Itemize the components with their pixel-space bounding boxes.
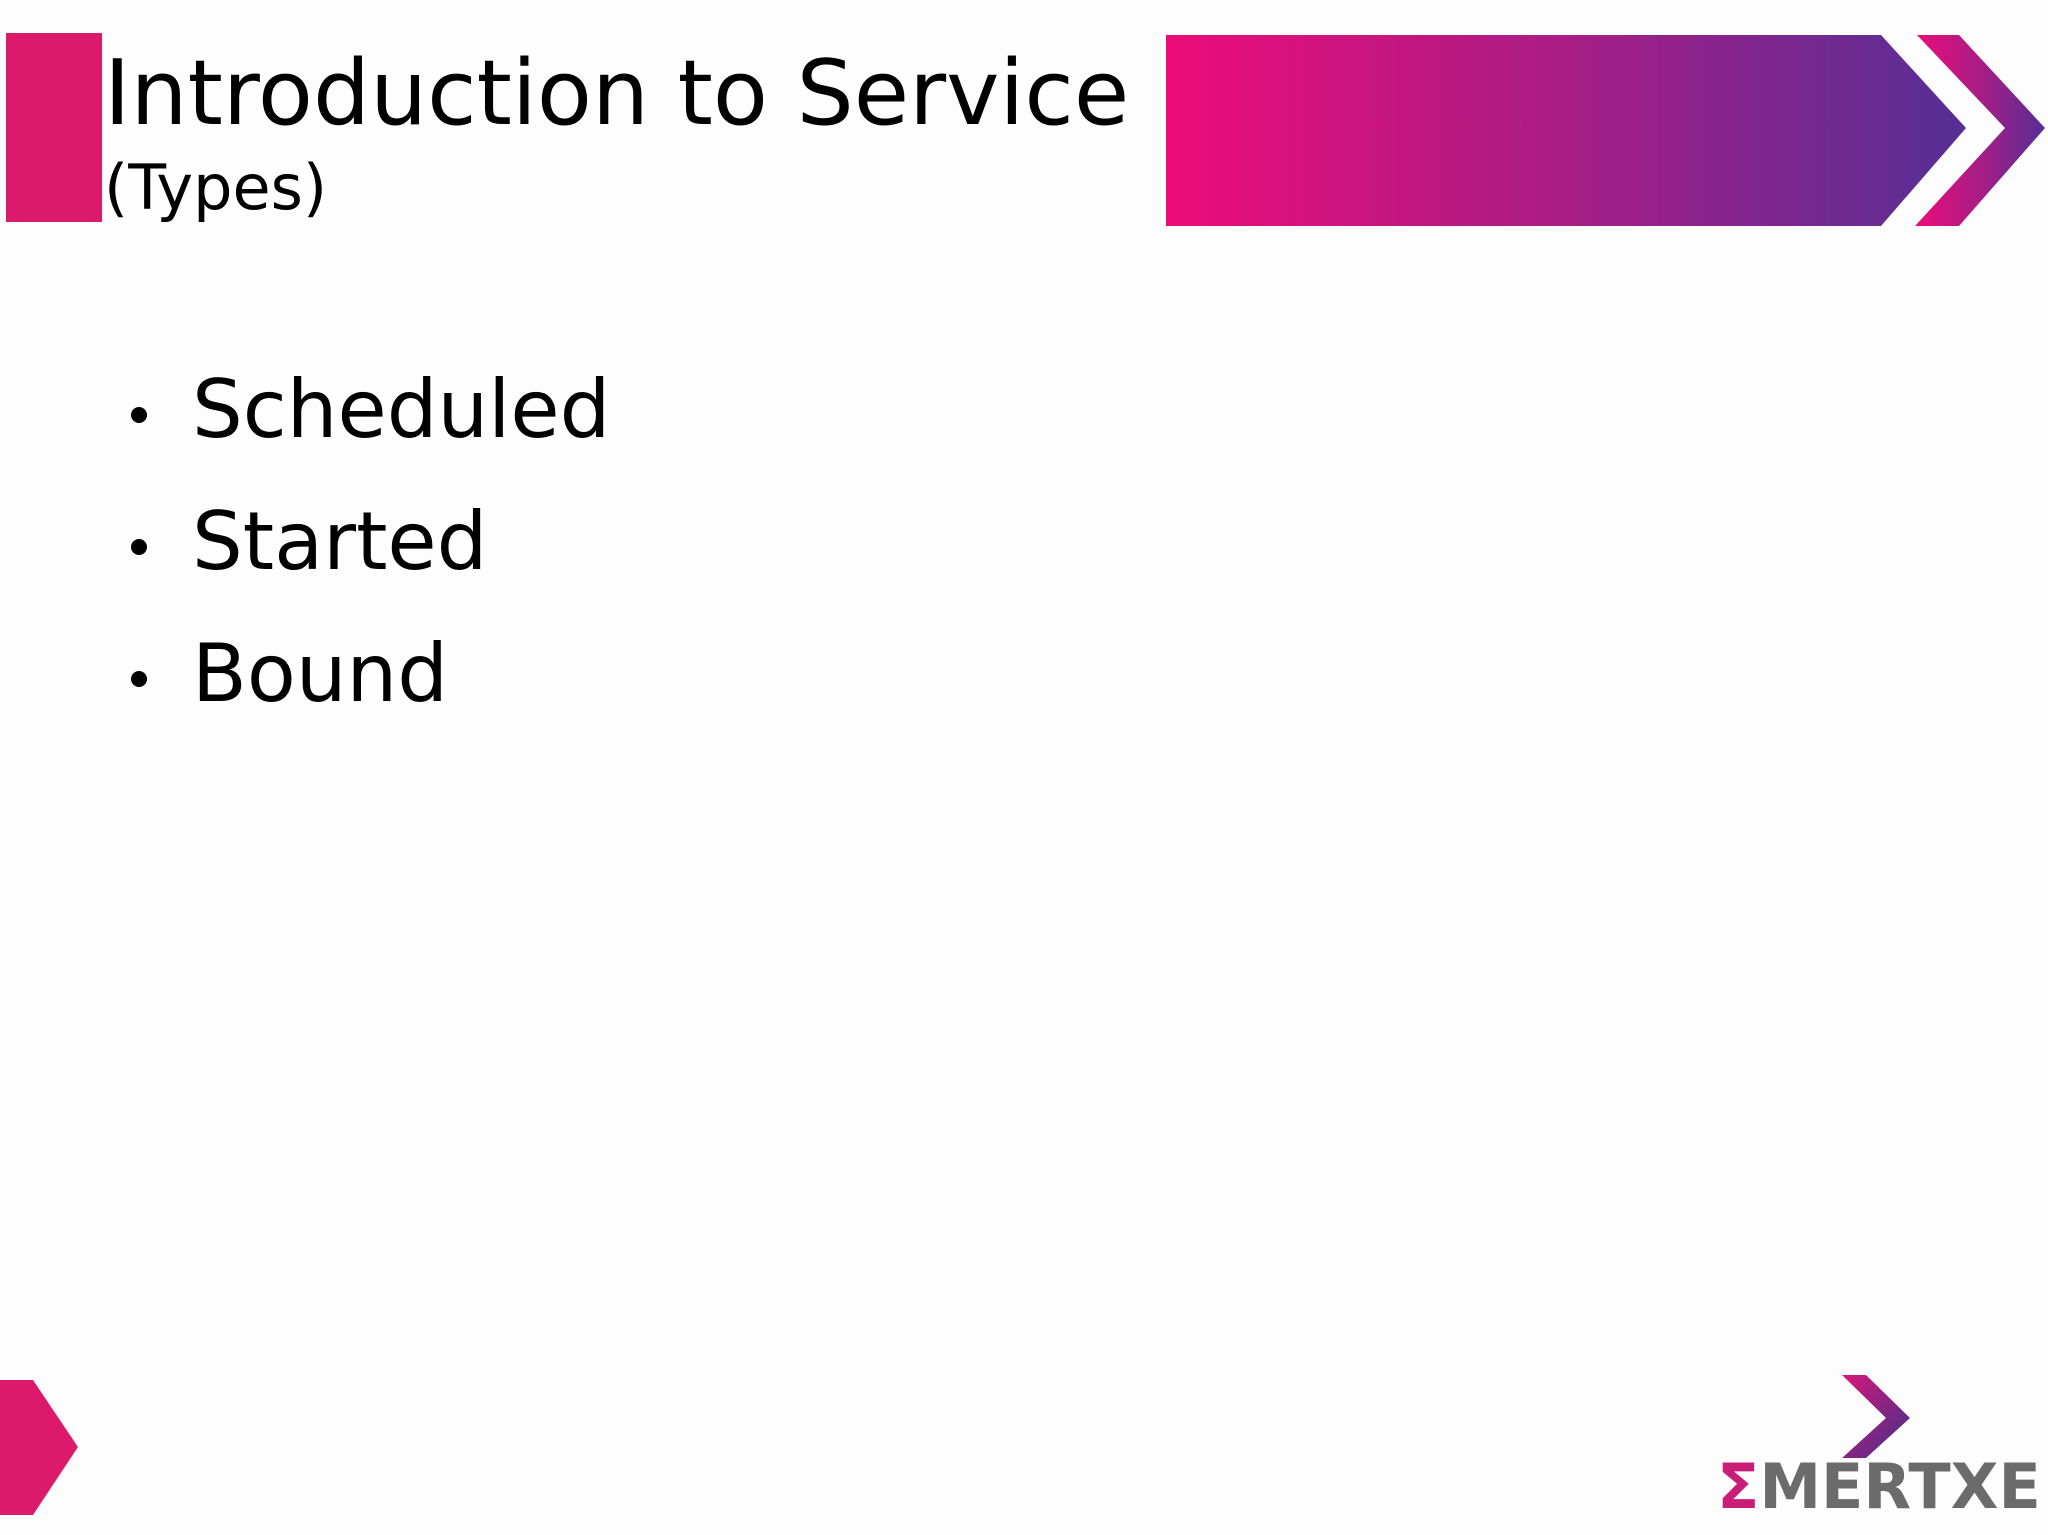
bullet-dot [131, 671, 147, 687]
bullet-list: Scheduled Started Bound [131, 363, 610, 720]
header-banner [1166, 35, 1966, 226]
title: Introduction to Service [104, 41, 1129, 146]
bullet-text: Started [192, 495, 487, 588]
logo-part: Σ [1717, 1450, 1759, 1523]
logo-text: ΣMERTXE [1717, 1450, 2041, 1523]
logo-part: MERTXE [1759, 1450, 2040, 1523]
footer-chevron [0, 1380, 78, 1515]
bullet-dot [131, 407, 147, 423]
subtitle: (Types) [104, 151, 327, 224]
bullet-text: Bound [192, 627, 448, 720]
bullet-dot [131, 539, 147, 555]
logo: ΣMERTXE [1717, 1375, 2041, 1523]
title-accent [6, 33, 102, 222]
header-chevron [1915, 35, 2045, 226]
logo-chevron [1842, 1375, 1910, 1458]
bullet-text: Scheduled [192, 363, 610, 456]
